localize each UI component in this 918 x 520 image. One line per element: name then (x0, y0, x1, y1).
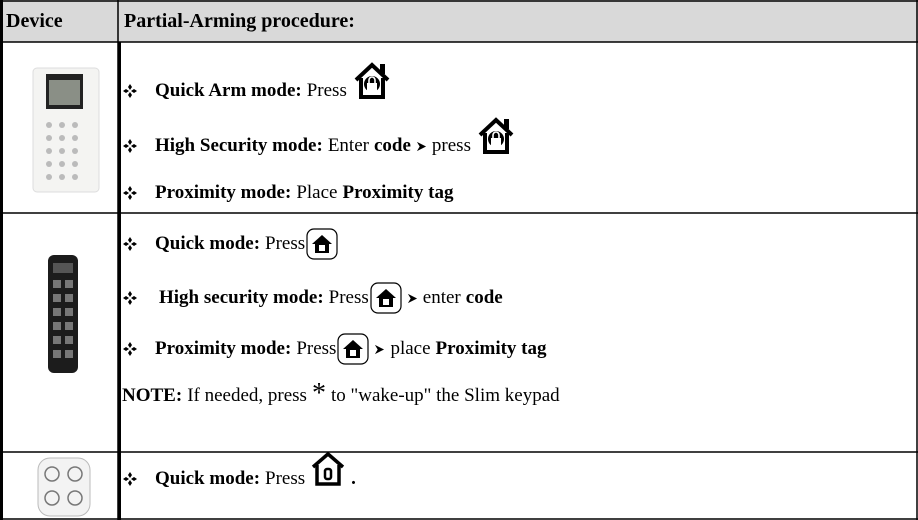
home-outline-icon (310, 451, 346, 487)
bullet (123, 472, 137, 486)
note: NOTE: If needed, press * to "wake-up" the S… (122, 378, 560, 409)
home-button-icon (370, 282, 402, 314)
bullet (123, 237, 137, 251)
text: Press (306, 80, 347, 101)
line: Proximity mode: Press place Proximity tag (123, 333, 547, 365)
header-procedure: Partial-Arming procedure: (124, 10, 355, 32)
line: Quick mode: Press. (123, 468, 356, 490)
bullet (123, 84, 137, 98)
mode: Quick Arm mode: (155, 80, 302, 101)
arrow (416, 141, 427, 152)
keyfob-image (37, 457, 91, 517)
home-button-icon (306, 228, 338, 260)
text: to "wake-up" the Slim keypad (330, 385, 560, 406)
text: Press (328, 287, 369, 308)
bullet (123, 342, 137, 356)
line: Quick mode: Press (123, 228, 338, 260)
mode: Proximity mode: (155, 338, 292, 359)
note-label: NOTE: (122, 385, 183, 406)
line: High security mode: Press enter code (123, 282, 503, 314)
home-button-icon (337, 333, 369, 365)
star: * (311, 378, 326, 409)
text: Press (265, 468, 306, 489)
line: Quick Arm mode: Press (123, 80, 392, 102)
text: code (465, 287, 503, 308)
text: enter (422, 287, 461, 308)
mode: High security mode: (159, 287, 324, 308)
bullet (123, 291, 137, 305)
arrow (407, 293, 418, 304)
header-device: Device (6, 10, 63, 32)
text: place (390, 338, 431, 359)
home-icon (476, 115, 516, 155)
text: Enter (327, 135, 369, 156)
text: press (431, 135, 471, 156)
arrow (374, 344, 385, 355)
bullet (123, 186, 137, 200)
line: Proximity mode: Place Proximity tag (123, 182, 453, 204)
line: High Security mode: Enter code press (123, 135, 516, 157)
text: code (373, 135, 411, 156)
text: Place (296, 182, 338, 203)
text: Press (265, 233, 306, 254)
mode: Proximity mode: (155, 182, 292, 203)
home-icon (352, 60, 392, 100)
text: Proximity tag (435, 338, 547, 359)
bullet (123, 139, 137, 153)
text: . (351, 468, 356, 489)
text: Proximity tag (342, 182, 454, 203)
text: Press (296, 338, 337, 359)
keypad-lcd-image (32, 67, 100, 193)
slim-keypad-image (48, 255, 78, 373)
mode: High Security mode: (155, 135, 323, 156)
header-bg (0, 0, 918, 42)
text: If needed, press (187, 385, 307, 406)
mode: Quick mode: (155, 233, 261, 254)
mode: Quick mode: (155, 468, 261, 489)
